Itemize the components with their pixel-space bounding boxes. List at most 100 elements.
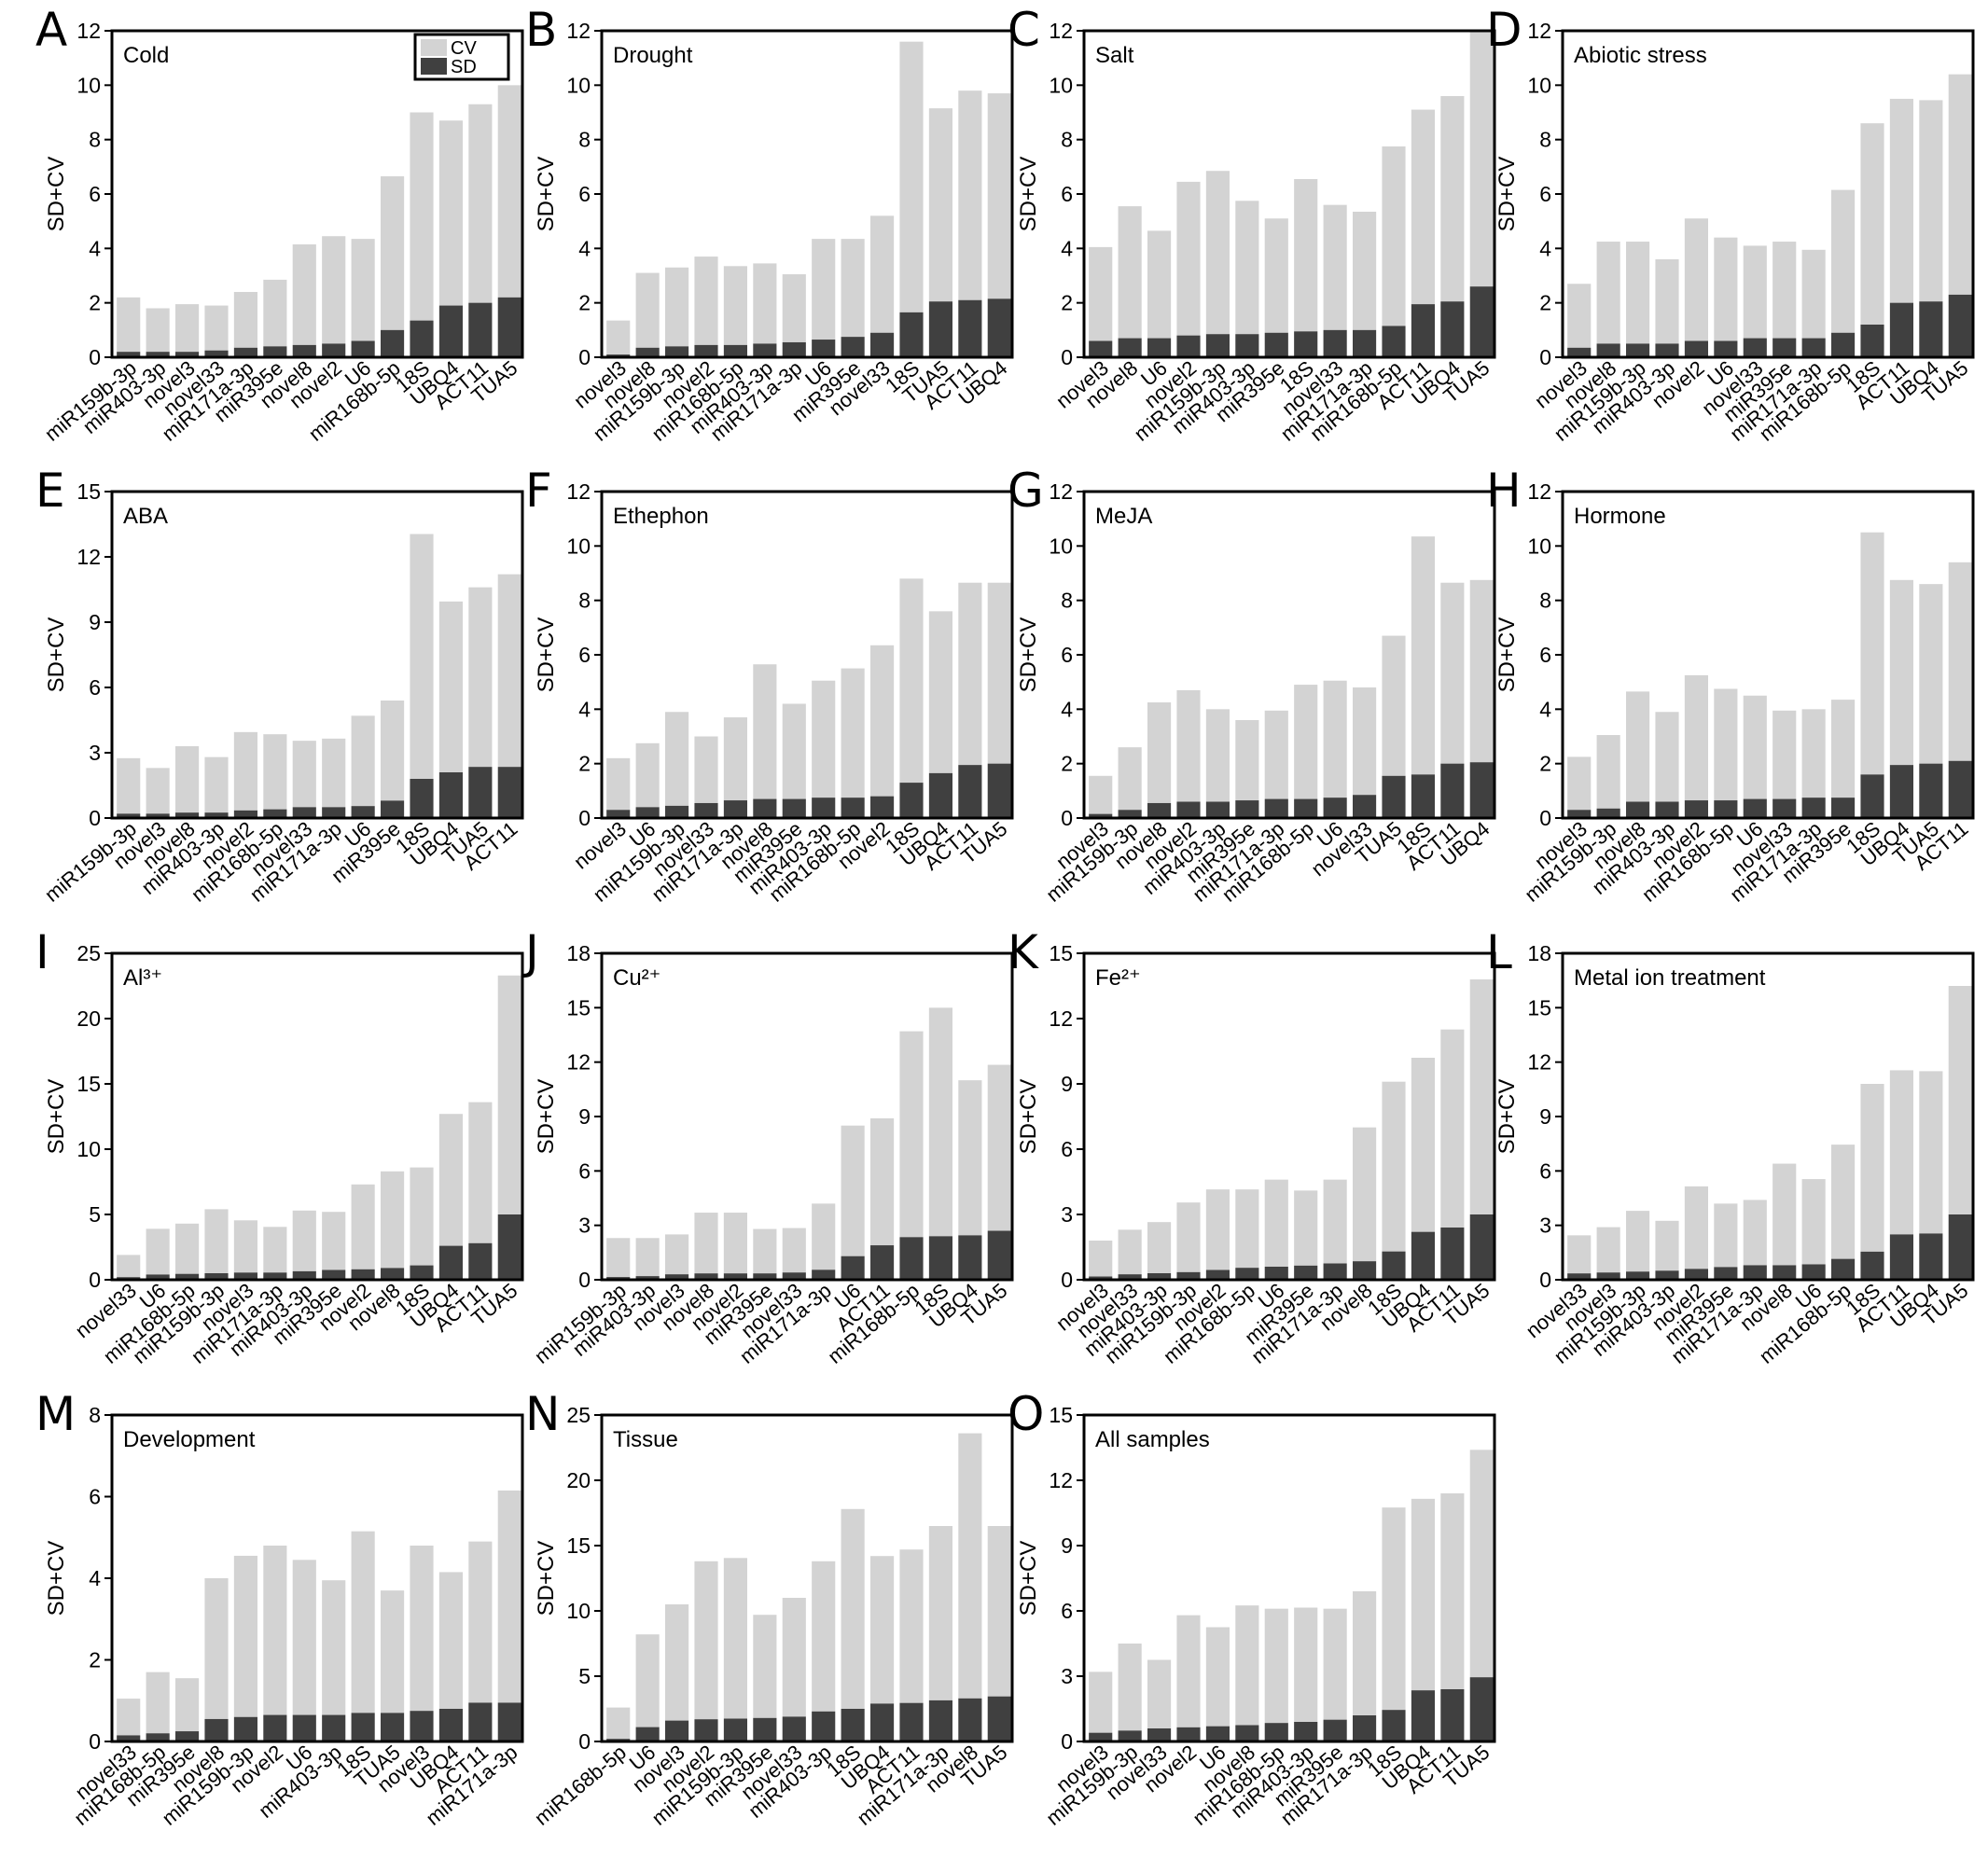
bar-sd (1382, 1710, 1406, 1741)
y-tick-label: 4 (578, 697, 591, 721)
bar-cv (987, 93, 1011, 299)
y-tick-label: 3 (89, 741, 101, 765)
bar-sd (204, 1273, 229, 1280)
bar-cv (1626, 1211, 1650, 1272)
y-axis-label: SD+CV (1016, 1079, 1041, 1155)
bar-sd (635, 1727, 660, 1741)
panel-N: NmiR168b-5pU6novel3novel2miR159b-3pmiR39… (525, 1387, 1014, 1830)
bar-cv (635, 1634, 660, 1727)
y-axis-label: SD+CV (44, 617, 69, 693)
bar-cv (1567, 284, 1592, 348)
y-tick-label: 12 (1049, 479, 1073, 504)
bar-sd (753, 798, 777, 818)
bar-cv (723, 717, 747, 801)
bar-sd (694, 344, 718, 357)
bar-cv (1684, 1186, 1708, 1269)
bar-cv (1469, 1450, 1494, 1678)
bar-cv (497, 1490, 521, 1703)
bar-cv (497, 975, 521, 1214)
bar-cv (1323, 1179, 1347, 1264)
bar-sd (694, 1273, 718, 1280)
bar-sd (1353, 1715, 1377, 1741)
y-tick-label: 10 (1049, 73, 1073, 97)
bar-cv (1831, 1145, 1856, 1259)
bar-sd (117, 813, 141, 818)
bar-sd (782, 341, 806, 357)
bar-cv (1773, 242, 1797, 339)
bar-cv (958, 90, 982, 300)
bar-sd (870, 332, 895, 357)
bar-sd (928, 772, 952, 818)
bar-sd (1655, 801, 1679, 818)
bar-cv (1147, 1659, 1172, 1728)
bar-sd (1655, 1270, 1679, 1280)
bar-sd (723, 344, 747, 357)
bar-sd (753, 1717, 777, 1741)
y-tick-label: 15 (76, 1072, 101, 1096)
panel-K: Knovel3novel33miR403-3pmiR159b-3pnovel2m… (1008, 925, 1496, 1368)
bar-cv (723, 1213, 747, 1274)
y-tick-label: 8 (1061, 128, 1073, 152)
y-tick-label: 8 (1061, 589, 1073, 613)
y-tick-label: 6 (578, 1158, 591, 1183)
bar-sd (1176, 1727, 1201, 1741)
bar-sd (1411, 1690, 1435, 1741)
bar-sd (870, 1703, 895, 1741)
bar-cv (233, 1220, 257, 1273)
bar-cv (635, 1238, 660, 1277)
bar-sd (117, 1735, 141, 1741)
panel-letter: I (35, 925, 49, 979)
bar-sd (1294, 1722, 1318, 1741)
bar-sd (175, 812, 200, 818)
bar-sd (322, 343, 346, 357)
bar-sd (841, 337, 865, 357)
y-tick-label: 2 (1539, 752, 1551, 776)
bar-sd (1714, 800, 1738, 818)
bar-sd (782, 798, 806, 818)
bar-sd (1147, 338, 1172, 357)
panel-O: Onovel3miR159b-3pnovel33novel2U6novel8mi… (1008, 1387, 1496, 1830)
y-tick-label: 4 (1539, 697, 1551, 721)
bar-sd (1596, 1272, 1620, 1280)
bar-cv (497, 85, 521, 298)
y-tick-label: 6 (1061, 1137, 1073, 1161)
bar-sd (958, 1698, 982, 1741)
bar-sd (204, 812, 229, 818)
y-tick-label: 0 (89, 1268, 101, 1292)
bar-sd (1323, 1263, 1347, 1280)
panel-letter: N (525, 1387, 560, 1441)
bar-sd (987, 1696, 1011, 1741)
panel-title: Salt (1095, 43, 1134, 68)
y-tick-label: 15 (1527, 995, 1551, 1020)
y-axis-label: SD+CV (1494, 617, 1520, 693)
bar-cv (1743, 1200, 1767, 1266)
y-tick-label: 6 (1061, 182, 1073, 206)
panel-letter: D (1486, 3, 1522, 57)
y-tick-label: 6 (1061, 1599, 1073, 1623)
y-tick-label: 25 (76, 941, 101, 965)
bar-sd (899, 1237, 924, 1280)
bar-cv (870, 1117, 895, 1246)
panel-title: Cu²⁺ (613, 965, 660, 991)
legend-swatch (421, 58, 447, 75)
bar-cv (292, 243, 316, 345)
bar-cv (322, 236, 346, 344)
bar-cv (1948, 986, 1972, 1214)
bar-sd (1948, 1214, 1972, 1280)
bar-sd (1118, 1730, 1142, 1741)
bar-sd (1948, 760, 1972, 818)
bar-cv (1411, 1498, 1435, 1691)
y-tick-label: 4 (89, 1566, 101, 1590)
y-tick-label: 9 (1061, 1533, 1073, 1558)
y-tick-label: 12 (566, 479, 591, 504)
bar-sd (233, 1716, 257, 1741)
bar-sd (438, 1709, 463, 1741)
bar-sd (958, 765, 982, 818)
bar-cv (987, 1064, 1011, 1231)
bar-cv (263, 1546, 287, 1715)
bar-cv (1889, 98, 1913, 303)
bar-sd (1440, 763, 1465, 818)
y-tick-label: 4 (1061, 236, 1073, 260)
bar-cv (928, 108, 952, 302)
bar-cv (468, 587, 493, 768)
